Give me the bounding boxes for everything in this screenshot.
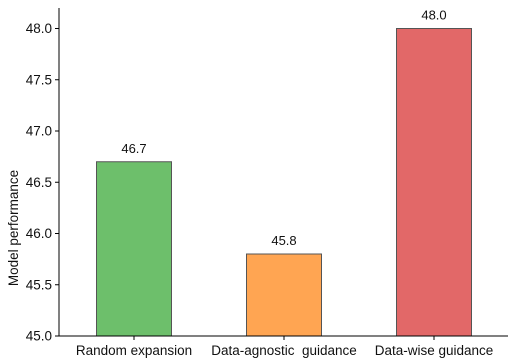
y-tick-label: 45.5	[26, 277, 52, 292]
y-tick-label: 48.0	[26, 21, 52, 36]
data-labels-group: 46.7 45.8 48.0	[121, 8, 446, 249]
x-tick-label: Data-wise guidance	[375, 343, 494, 358]
x-tick-label: Data-agnostic guidance	[211, 343, 357, 358]
x-axis: Random expansion Data-agnostic guidance Da…	[59, 335, 508, 358]
bar	[96, 161, 172, 337]
bar-value-label: 48.0	[421, 8, 446, 23]
y-tick-label: 46.0	[26, 226, 52, 241]
x-tick-label: Random expansion	[76, 343, 192, 358]
y-axis: 45.0 45.5 46.0 46.5 47.0 47.5 48.0	[26, 8, 60, 344]
y-tick-label: 47.0	[26, 124, 52, 139]
bar-value-label: 45.8	[271, 233, 296, 248]
bar	[396, 28, 472, 337]
y-tick-label: 45.0	[26, 329, 52, 344]
y-tick-label: 46.5	[26, 175, 52, 190]
bar-value-label: 46.7	[121, 141, 146, 156]
y-axis-label: Model performance	[6, 170, 21, 286]
bar	[246, 253, 322, 337]
bars-group	[96, 28, 472, 337]
y-tick-label: 47.5	[26, 72, 52, 87]
